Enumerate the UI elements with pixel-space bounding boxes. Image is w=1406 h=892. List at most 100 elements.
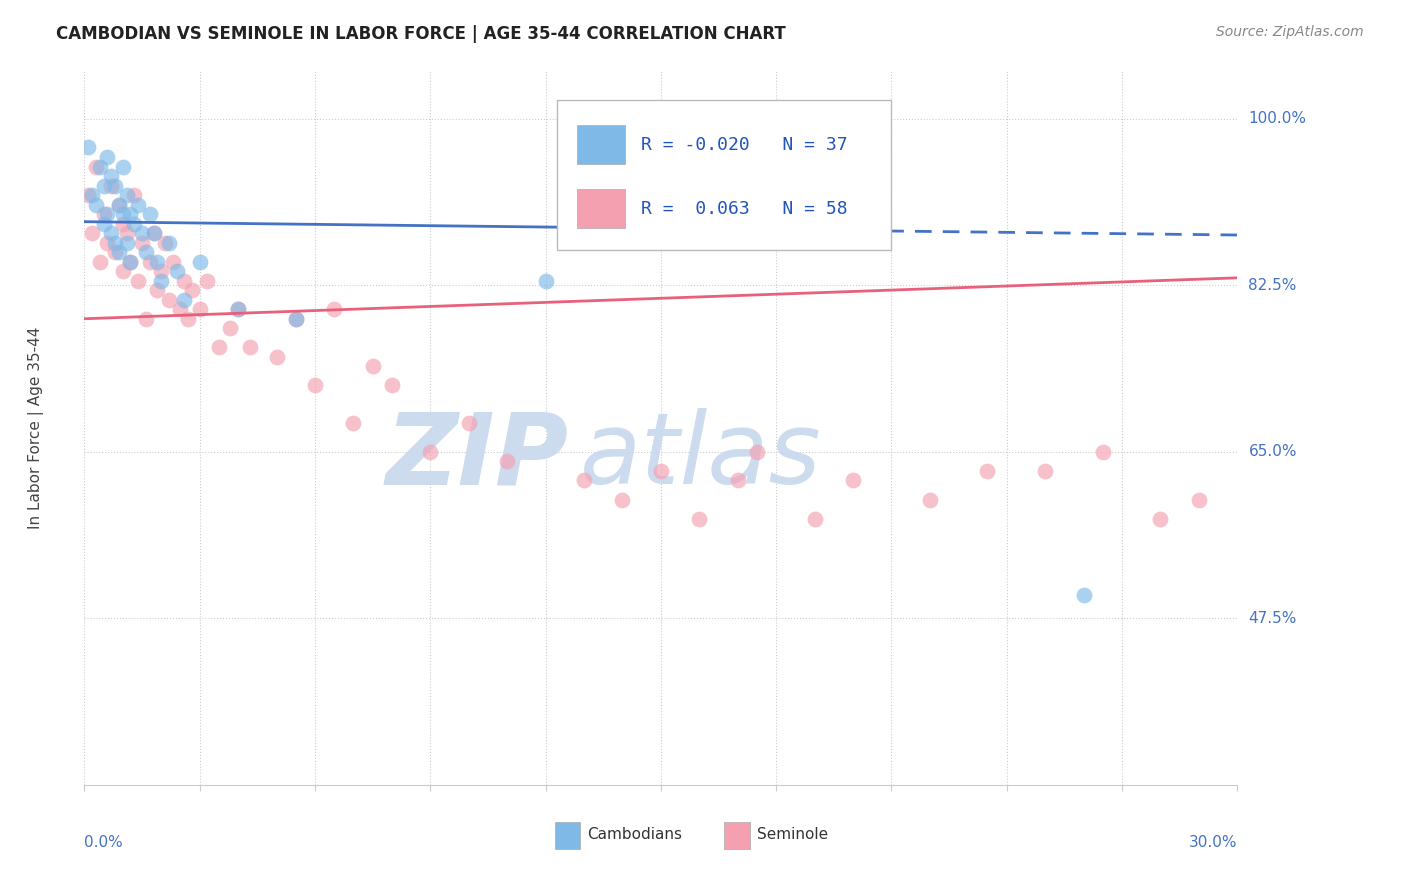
Point: [131, 235, 153, 250]
Point: [93, 178, 115, 193]
Text: Source: ZipAtlas.com: Source: ZipAtlas.com: [1216, 25, 1364, 39]
Point: [173, 293, 195, 307]
Point: [688, 511, 710, 525]
Text: CAMBODIAN VS SEMINOLE IN LABOR FORCE | AGE 35-44 CORRELATION CHART: CAMBODIAN VS SEMINOLE IN LABOR FORCE | A…: [56, 25, 786, 43]
Point: [96, 235, 118, 250]
Point: [108, 197, 131, 211]
Text: In Labor Force | Age 35-44: In Labor Force | Age 35-44: [28, 327, 44, 529]
Point: [727, 474, 749, 488]
Point: [226, 302, 249, 317]
Point: [93, 217, 115, 231]
Point: [124, 217, 146, 231]
Point: [84, 197, 107, 211]
Point: [745, 445, 768, 459]
Point: [976, 464, 998, 478]
Point: [166, 264, 188, 278]
Point: [153, 235, 176, 250]
Point: [146, 254, 169, 268]
Text: Seminole: Seminole: [756, 828, 828, 842]
Point: [100, 169, 122, 183]
Point: [100, 178, 122, 193]
Point: [496, 454, 519, 468]
Point: [142, 226, 165, 240]
Point: [572, 474, 595, 488]
Point: [120, 254, 142, 268]
Point: [534, 274, 557, 288]
Bar: [555, 822, 581, 849]
Point: [138, 254, 160, 268]
Point: [266, 350, 288, 364]
Point: [457, 417, 479, 431]
Point: [80, 226, 103, 240]
Point: [239, 340, 262, 354]
Point: [169, 302, 191, 317]
Point: [120, 207, 142, 221]
Bar: [724, 822, 749, 849]
Point: [104, 245, 127, 260]
Bar: [576, 125, 626, 164]
Point: [77, 188, 100, 202]
Point: [157, 235, 180, 250]
Point: [135, 311, 157, 326]
Point: [120, 254, 142, 268]
Point: [188, 302, 211, 317]
Text: ZIP: ZIP: [385, 409, 568, 505]
Point: [111, 264, 134, 278]
Point: [226, 302, 249, 317]
Point: [419, 445, 441, 459]
Point: [208, 340, 231, 354]
Point: [96, 150, 118, 164]
Point: [124, 188, 146, 202]
Point: [188, 254, 211, 268]
Point: [342, 417, 364, 431]
Point: [162, 254, 184, 268]
Point: [108, 245, 131, 260]
Point: [111, 207, 134, 221]
Text: R =  0.063   N = 58: R = 0.063 N = 58: [641, 200, 848, 218]
Point: [918, 492, 941, 507]
Point: [284, 311, 307, 326]
Point: [173, 274, 195, 288]
Point: [842, 474, 865, 488]
Text: 100.0%: 100.0%: [1249, 112, 1306, 127]
Point: [181, 283, 204, 297]
Point: [84, 160, 107, 174]
Point: [115, 226, 138, 240]
Point: [1091, 445, 1114, 459]
Text: 30.0%: 30.0%: [1189, 835, 1237, 850]
Point: [135, 245, 157, 260]
Point: [127, 274, 149, 288]
Point: [131, 226, 153, 240]
Point: [219, 321, 242, 335]
Point: [96, 207, 118, 221]
Text: 0.0%: 0.0%: [84, 835, 124, 850]
Point: [1149, 511, 1171, 525]
Point: [381, 378, 404, 392]
FancyBboxPatch shape: [557, 100, 891, 250]
Point: [104, 178, 127, 193]
Text: 47.5%: 47.5%: [1249, 611, 1296, 626]
Point: [323, 302, 346, 317]
Point: [284, 311, 307, 326]
Point: [93, 207, 115, 221]
Point: [77, 140, 100, 154]
Point: [115, 188, 138, 202]
Point: [361, 359, 384, 374]
Text: R = -0.020   N = 37: R = -0.020 N = 37: [641, 136, 848, 153]
Point: [765, 226, 787, 240]
Text: Cambodians: Cambodians: [588, 828, 682, 842]
Text: 82.5%: 82.5%: [1249, 278, 1296, 293]
Point: [138, 207, 160, 221]
Point: [142, 226, 165, 240]
Point: [650, 464, 672, 478]
Point: [1073, 588, 1095, 602]
Point: [1188, 492, 1211, 507]
Text: 65.0%: 65.0%: [1249, 444, 1296, 459]
Bar: [576, 189, 626, 228]
Point: [115, 235, 138, 250]
Point: [150, 274, 173, 288]
Point: [195, 274, 218, 288]
Point: [146, 283, 169, 297]
Point: [108, 197, 131, 211]
Text: atlas: atlas: [581, 409, 821, 505]
